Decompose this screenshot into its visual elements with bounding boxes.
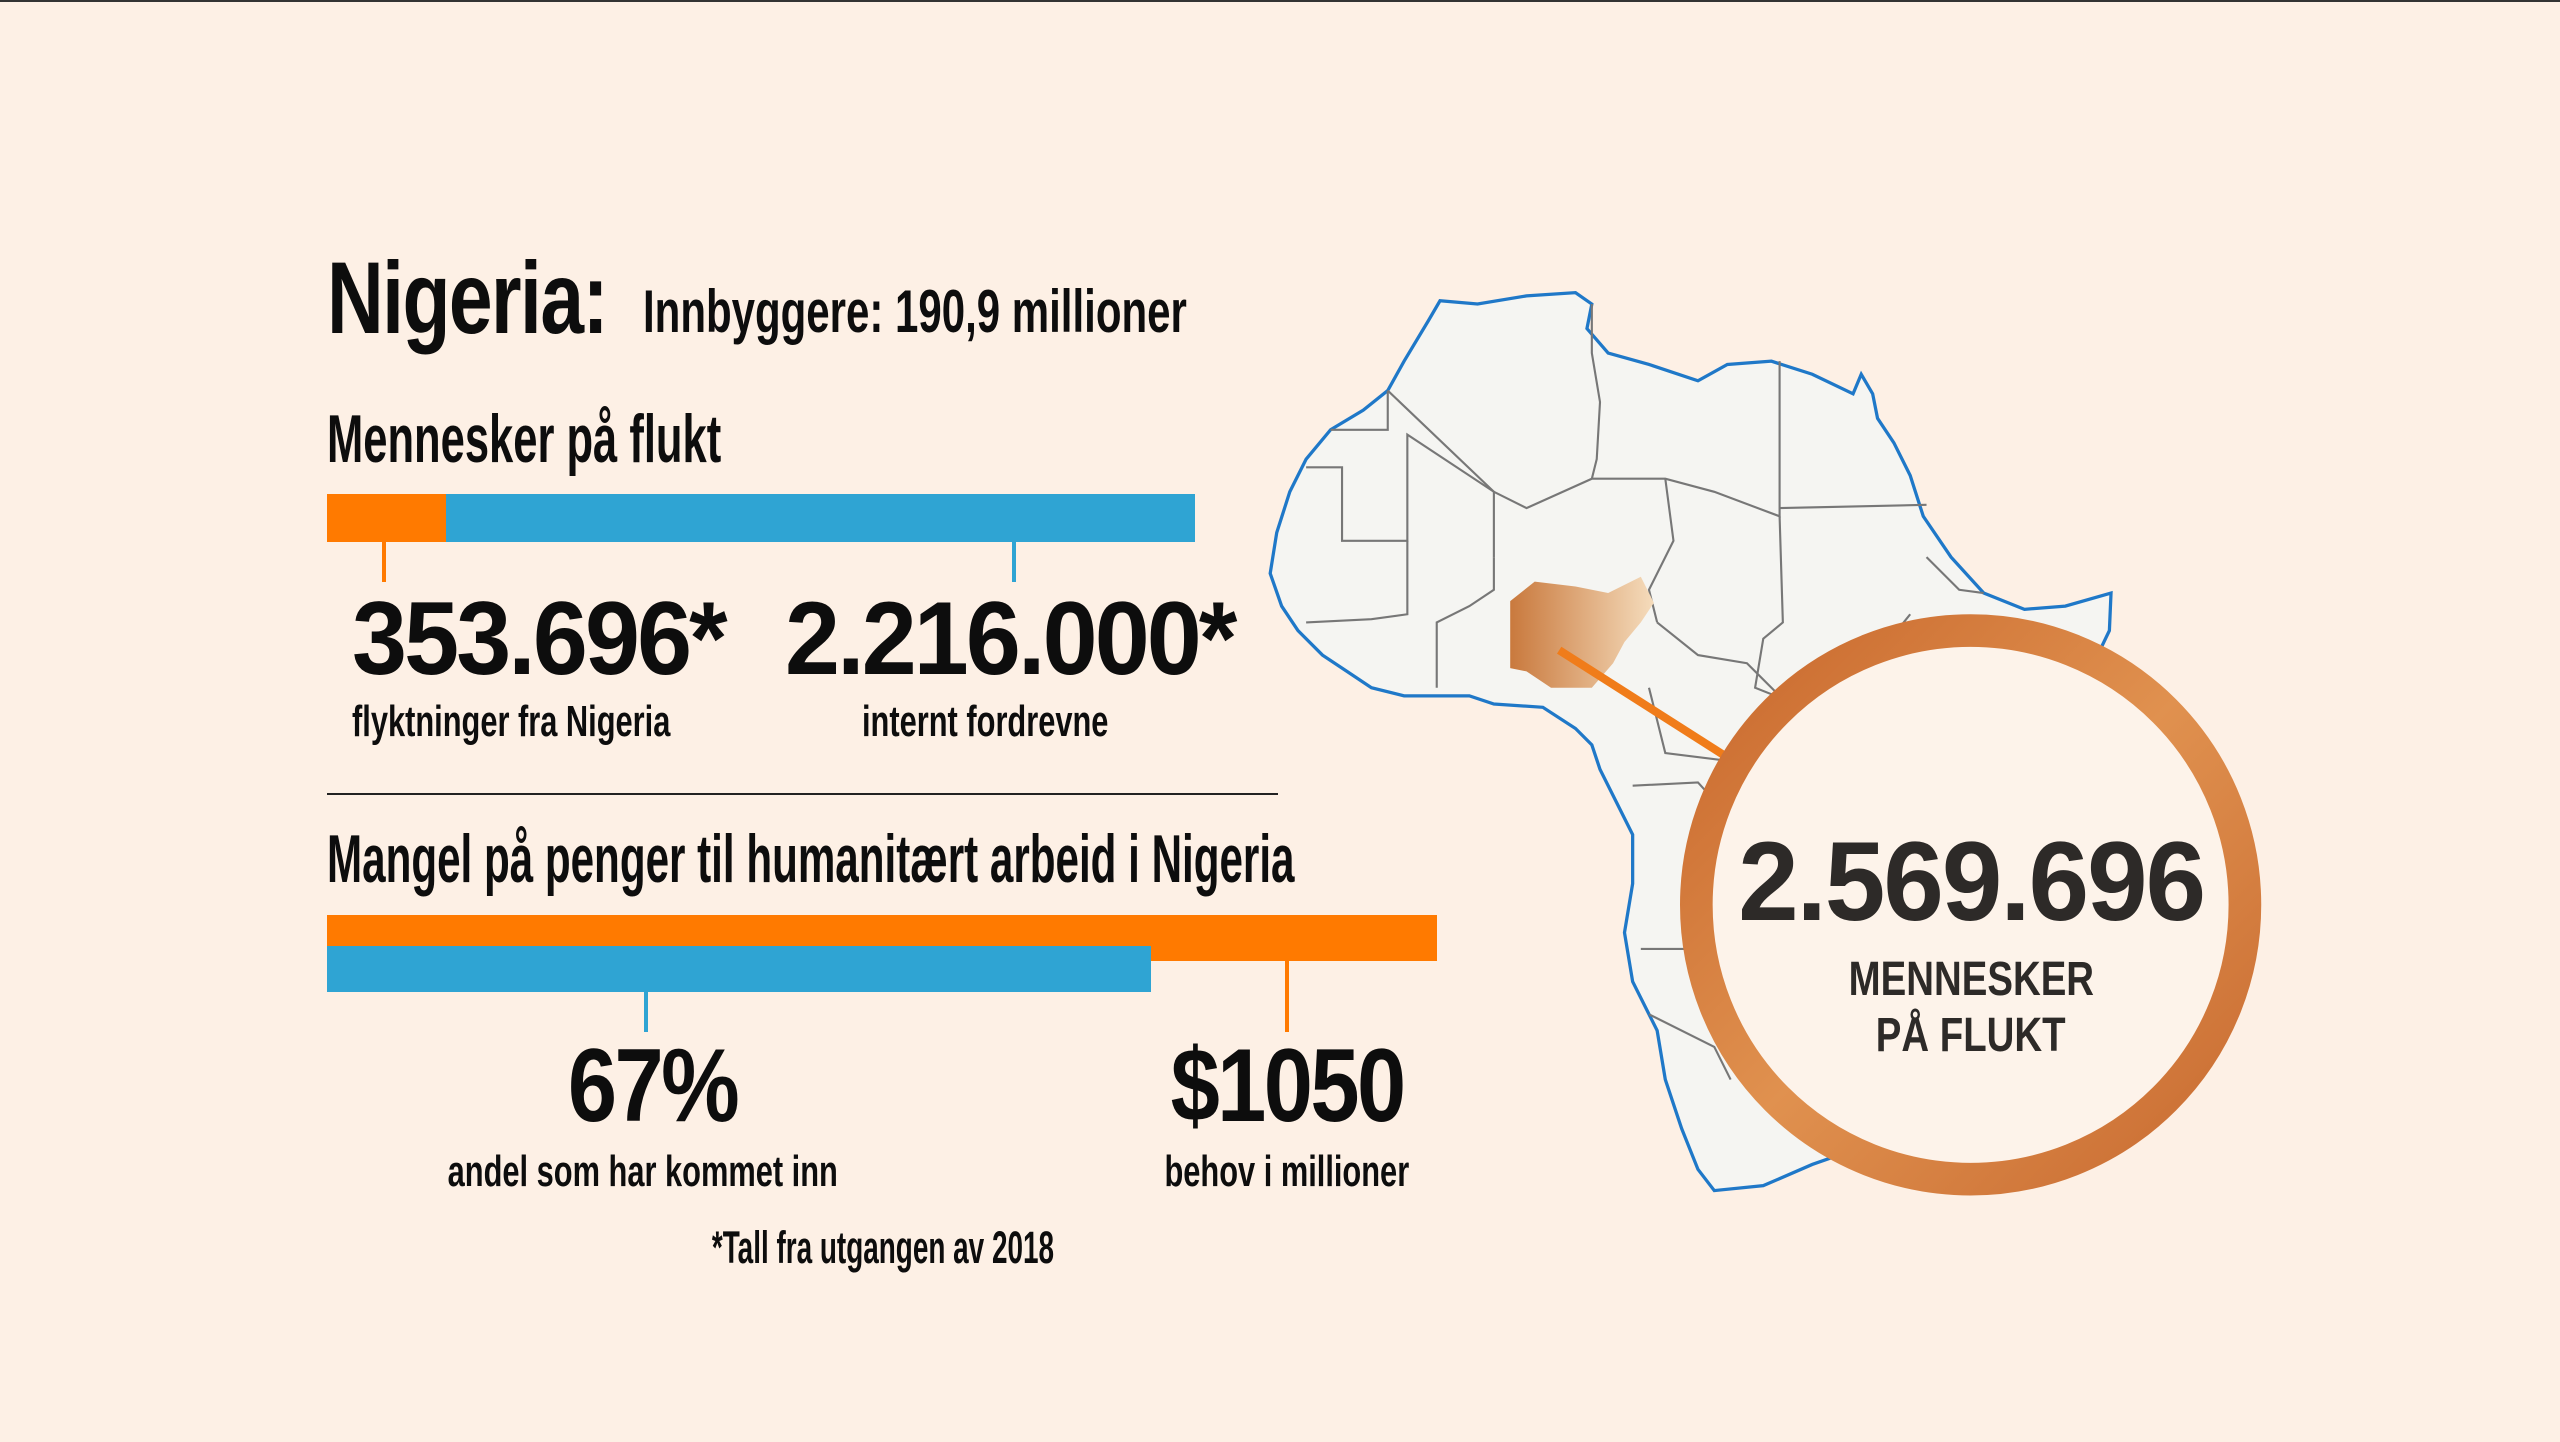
callout-ring <box>1680 614 2262 1196</box>
idps-value: 2.216.000* <box>785 581 1237 697</box>
callout-label-line2: PÅ FLUKT <box>1876 1009 2066 1062</box>
callout-total: 2.569.696 <box>1738 819 2206 944</box>
funded-tick <box>644 992 648 1032</box>
funding-received-bar <box>327 946 1151 992</box>
refugees-tick <box>382 542 386 582</box>
refugees-section-title: Mennesker på flukt <box>327 401 722 477</box>
need-tick <box>1285 961 1289 1032</box>
funded-label: andel som har kommet inn <box>447 1147 839 1196</box>
idps-bar-segment <box>446 494 1195 542</box>
population-text: Innbyggere: 190,9 millioner <box>643 278 1187 345</box>
country-title: Nigeria: <box>327 241 609 355</box>
connector-line <box>1556 646 1728 760</box>
idps-tick <box>1012 542 1016 582</box>
footnote: *Tall fra utgangen av 2018 <box>711 1222 1055 1273</box>
refugees-label: flyktninger fra Nigeria <box>352 697 671 746</box>
section-divider <box>327 793 1278 795</box>
need-value: $1050 <box>1170 1028 1406 1144</box>
idps-label: internt fordrevne <box>862 697 1109 746</box>
need-label: behov i millioner <box>1164 1147 1410 1196</box>
callout-label-line1: MENNESKER <box>1848 953 2094 1006</box>
nigeria-highlight <box>1510 576 1654 688</box>
refugees-value: 353.696* <box>352 581 728 697</box>
funded-value: 67% <box>568 1028 740 1144</box>
funding-section-title: Mangel på penger til humanitært arbeid i… <box>327 821 1295 897</box>
refugees-bar-segment <box>327 494 446 542</box>
